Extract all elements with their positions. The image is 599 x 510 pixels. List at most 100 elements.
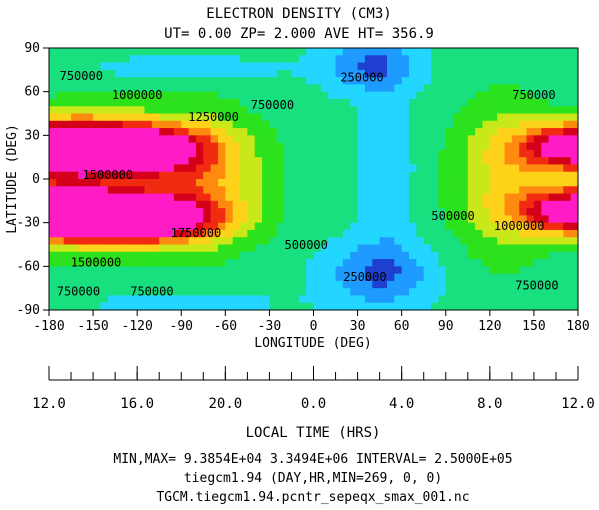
contour-cell (475, 179, 484, 187)
contour-cell (232, 266, 241, 275)
contour-cell (320, 179, 329, 187)
contour-cell (364, 186, 373, 195)
contour-cell (416, 259, 425, 267)
contour-cell (49, 142, 57, 151)
contour-cell (115, 200, 124, 209)
contour-cell (298, 280, 307, 289)
contour-cell (129, 128, 138, 136)
contour-cell (210, 69, 219, 78)
contour-cell (453, 98, 462, 107)
contour-cell (328, 200, 337, 209)
contour-cell (533, 69, 542, 78)
contour-cell (188, 77, 197, 85)
contour-cell (438, 48, 447, 56)
contour-cell (497, 215, 506, 224)
contour-cell (232, 222, 241, 231)
contour-cell (181, 164, 190, 173)
contour-cell (467, 244, 476, 253)
contour-cell (247, 229, 256, 238)
contour-cell (511, 288, 520, 297)
contour-cell (284, 259, 293, 267)
contour-cell (100, 135, 109, 144)
y-tick-label: 0 (32, 172, 40, 187)
contour-cell (240, 251, 248, 260)
contour-cell (342, 200, 351, 209)
contour-cell (254, 186, 263, 195)
contour-cell (570, 69, 578, 78)
contour-cell (519, 288, 528, 297)
contour-cell (240, 55, 248, 64)
contour-cell (217, 273, 226, 282)
x-tick-label: -180 (33, 319, 64, 334)
contour-cell (335, 149, 344, 158)
contour-cell (217, 208, 226, 216)
contour-cell (129, 48, 138, 56)
contour-cell (364, 280, 373, 289)
contour-cell (328, 164, 337, 173)
contour-cell (563, 142, 572, 151)
contour-cell (350, 157, 359, 166)
contour-cell (364, 266, 373, 275)
contour-cell (122, 69, 131, 78)
contour-cell (166, 280, 175, 289)
contour-cell (482, 237, 491, 246)
contour-cell (504, 273, 513, 282)
contour-cell (482, 259, 491, 267)
contour-cell (453, 171, 462, 180)
contour-cell (269, 280, 278, 289)
contour-cell (548, 251, 557, 260)
contour-cell (438, 200, 447, 209)
contour-cell (298, 229, 307, 238)
contour-cell (460, 106, 469, 115)
contour-cell (386, 179, 395, 187)
contour-cell (563, 215, 572, 224)
contour-cell (225, 179, 234, 187)
contour-cell (423, 62, 432, 71)
contour-cell (254, 266, 263, 275)
contour-cell (342, 77, 351, 85)
contour-cell (306, 215, 315, 224)
contour-cell (364, 179, 373, 187)
contour-cell (453, 280, 462, 289)
contour-cell (541, 229, 550, 238)
contour-cell (188, 222, 197, 231)
contour-cell (115, 186, 124, 195)
contour-cell (63, 259, 72, 267)
contour-cell (364, 208, 373, 216)
contour-cell (63, 171, 72, 180)
contour-cell (423, 106, 432, 115)
contour-cell (386, 200, 395, 209)
contour-cell (151, 157, 160, 166)
contour-cell (232, 280, 241, 289)
contour-cell (188, 91, 197, 100)
contour-cell (504, 48, 513, 56)
contour-cell (504, 259, 513, 267)
contour-cell (394, 113, 403, 122)
contour-cell (313, 244, 322, 253)
contour-cell (342, 142, 351, 151)
contour-label: 1250000 (188, 110, 239, 124)
contour-cell (533, 280, 542, 289)
contour-cell (284, 200, 293, 209)
contour-cell (342, 149, 351, 158)
contour-cell (276, 55, 285, 64)
contour-cell (181, 193, 190, 202)
contour-cell (379, 288, 388, 297)
contour-cell (56, 149, 65, 158)
contour-cell (394, 266, 403, 275)
contour-cell (350, 237, 359, 246)
contour-cell (269, 215, 278, 224)
contour-cell (401, 251, 410, 260)
contour-cell (181, 69, 190, 78)
contour-cell (173, 208, 182, 216)
contour-cell (328, 62, 337, 71)
contour-cell (122, 215, 131, 224)
contour-cell (320, 251, 329, 260)
contour-cell (453, 142, 462, 151)
contour-cell (497, 229, 506, 238)
contour-cell (526, 266, 535, 275)
contour-cell (232, 55, 241, 64)
contour-cell (298, 62, 307, 71)
contour-cell (63, 251, 72, 260)
contour-cell (129, 266, 138, 275)
